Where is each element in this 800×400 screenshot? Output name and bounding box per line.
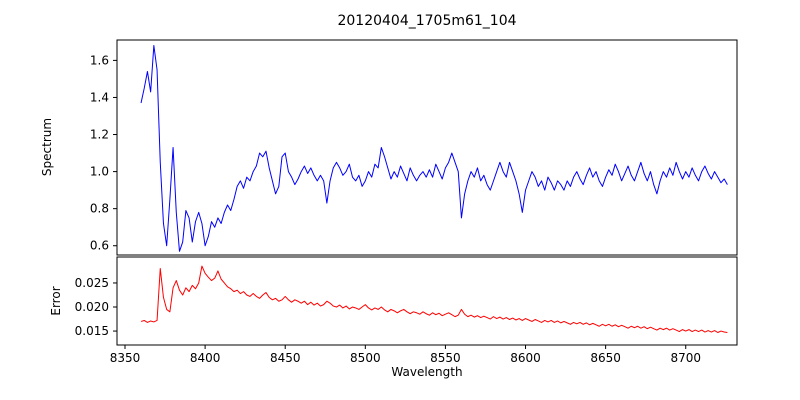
spectrum-line — [140, 45, 728, 252]
x-tick-label: 8350 — [110, 351, 141, 365]
wavelength-x-axis-label: Wavelength — [391, 365, 463, 379]
y-tick-label: 0.020 — [75, 300, 109, 314]
y-tick-label: 1.0 — [90, 165, 109, 179]
y-tick-label: 0.015 — [75, 324, 109, 338]
x-tick-label: 8550 — [430, 351, 461, 365]
error-axes-border — [116, 256, 738, 346]
x-tick-label: 8500 — [350, 351, 381, 365]
spectrum-axes-border — [116, 39, 738, 256]
x-tick-label: 8400 — [190, 351, 221, 365]
y-tick-label: 0.6 — [90, 239, 109, 253]
y-tick-label: 0.8 — [90, 202, 109, 216]
error-line — [140, 265, 728, 333]
x-tick-label: 8600 — [510, 351, 541, 365]
x-tick-label: 8700 — [670, 351, 701, 365]
x-tick-label: 8650 — [590, 351, 621, 365]
y-tick-label: 0.025 — [75, 276, 109, 290]
y-tick-label: 1.2 — [90, 128, 109, 142]
y-tick-label: 1.4 — [90, 90, 109, 104]
x-tick-label: 8450 — [270, 351, 301, 365]
y-tick-label: 1.6 — [90, 53, 109, 67]
chart-title: 20120404_1705m61_104 — [337, 13, 517, 29]
